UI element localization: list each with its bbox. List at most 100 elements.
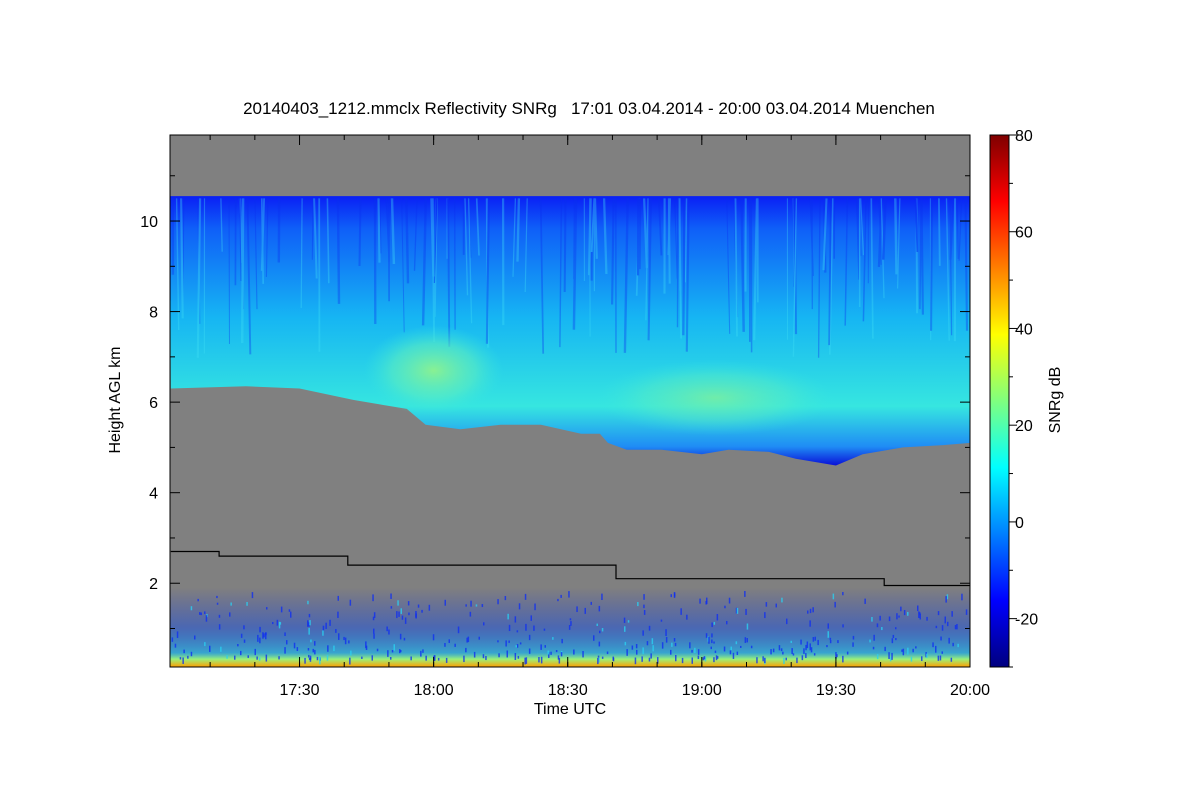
fall-streak [674, 198, 678, 279]
noise-pixel [636, 649, 638, 655]
noise-pixel [307, 648, 310, 651]
colorbar: -20 0 20 40 60 80 SNRg dB [989, 128, 1064, 668]
noise-pixel [836, 654, 838, 658]
noise-pixel [314, 641, 316, 646]
fall-streak [326, 198, 330, 284]
noise-pixel [772, 648, 775, 653]
noise-pixel [846, 651, 849, 655]
noise-pixel [337, 611, 339, 618]
fall-streak [385, 198, 390, 262]
noise-pixel [918, 611, 920, 619]
noise-pixel [209, 645, 211, 652]
noise-pixel [946, 594, 949, 600]
noise-pixel [229, 612, 231, 617]
cloud-core [363, 325, 504, 416]
fall-streak [645, 198, 649, 321]
noise-pixel [714, 650, 717, 653]
noise-pixel [597, 657, 599, 665]
noise-pixel [432, 634, 435, 641]
noise-pixel [744, 637, 747, 643]
fall-streak [485, 198, 490, 344]
noise-pixel [864, 598, 866, 604]
noise-pixel [524, 593, 527, 600]
noise-pixel [813, 653, 816, 656]
noise-pixel [902, 648, 905, 656]
noise-pixel [835, 652, 837, 659]
noise-pixel [279, 622, 282, 625]
noise-pixel [895, 627, 897, 630]
fall-streak [175, 198, 180, 331]
noise-pixel [182, 657, 184, 664]
noise-pixel [643, 594, 645, 600]
noise-pixel [548, 652, 550, 658]
noise-pixel [265, 632, 267, 636]
noise-pixel [735, 607, 738, 614]
fall-streak [180, 198, 184, 319]
noise-pixel [516, 630, 519, 633]
noise-pixel [675, 655, 677, 662]
noise-pixel [945, 596, 947, 603]
noise-pixel [308, 627, 310, 635]
noise-pixel [951, 611, 953, 617]
noise-pixel [809, 620, 811, 627]
noise-pixel [735, 641, 738, 645]
fall-streak [915, 198, 919, 314]
fall-streak [945, 198, 950, 341]
noise-pixel [570, 621, 572, 626]
noise-pixel [711, 622, 713, 628]
noise-pixel [218, 614, 221, 618]
noise-pixel [796, 657, 798, 664]
noise-pixel [740, 645, 742, 648]
fall-streak [877, 198, 883, 267]
fall-streak [336, 198, 341, 304]
fall-streak [260, 198, 265, 284]
noise-pixel [732, 652, 735, 659]
noise-pixel [417, 604, 420, 608]
noise-pixel [745, 608, 747, 615]
x-axis-label: Time UTC [534, 701, 606, 718]
noise-pixel [543, 628, 546, 631]
noise-pixel [404, 617, 407, 624]
noise-pixel [680, 608, 682, 615]
noise-pixel [386, 626, 388, 632]
noise-pixel [397, 600, 399, 606]
noise-pixel [190, 651, 193, 657]
noise-pixel [525, 623, 527, 631]
fall-streak [623, 198, 629, 353]
noise-pixel [557, 655, 560, 660]
noise-pixel [869, 639, 871, 643]
noise-pixel [814, 636, 816, 641]
noise-pixel [309, 620, 311, 626]
noise-pixel [293, 642, 296, 649]
noise-pixel [729, 650, 732, 655]
fall-streak [602, 198, 608, 275]
noise-pixel [254, 648, 256, 656]
noise-pixel [871, 617, 873, 622]
noise-pixel [950, 657, 953, 662]
noise-pixel [681, 657, 684, 664]
noise-pixel [290, 611, 292, 618]
noise-pixel [593, 635, 595, 641]
noise-pixel [746, 623, 749, 630]
noise-pixel [919, 613, 921, 620]
noise-pixel [444, 599, 446, 606]
colorbar-tick-label: -20 [1015, 612, 1038, 629]
noise-pixel [481, 604, 484, 608]
fall-streak [914, 198, 919, 253]
fall-streak [590, 198, 596, 253]
noise-pixel [555, 650, 558, 653]
noise-pixel [329, 619, 331, 626]
noise-pixel [783, 657, 785, 665]
noise-pixel [403, 637, 406, 641]
noise-pixel [457, 626, 460, 634]
noise-pixel [540, 644, 542, 650]
noise-pixel [422, 649, 424, 653]
noise-pixel [308, 622, 310, 627]
noise-pixel [371, 655, 373, 661]
noise-pixel [308, 654, 310, 658]
ground-noise-texture [171, 591, 968, 665]
noise-pixel [800, 639, 802, 645]
noise-pixel [907, 647, 909, 655]
fall-streak [678, 198, 682, 291]
x-tick-label: 19:00 [682, 682, 722, 699]
